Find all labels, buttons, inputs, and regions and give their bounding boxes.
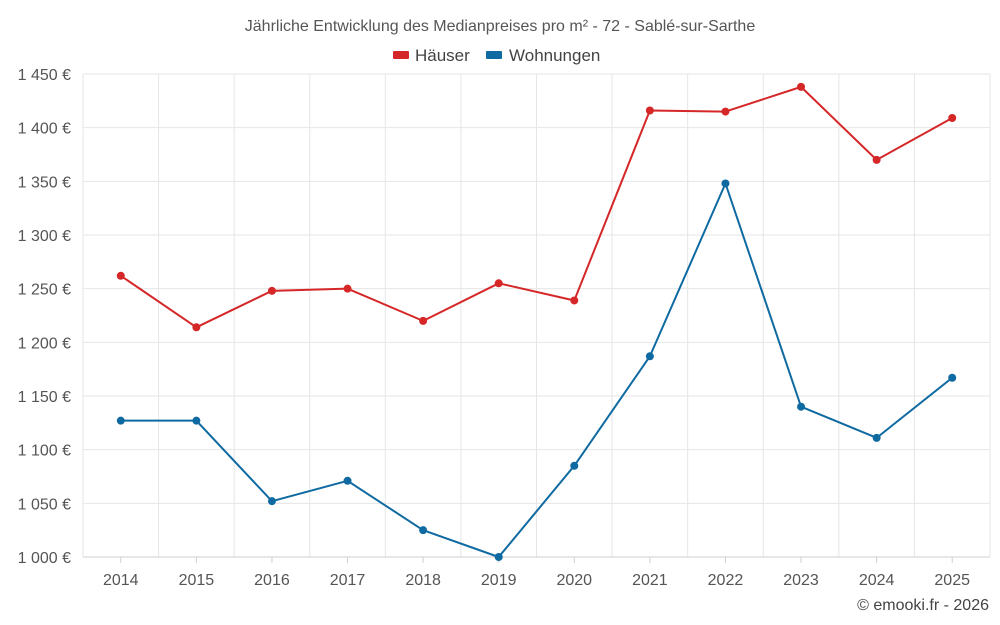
y-tick-label: 1 450 € (18, 67, 71, 84)
legend-label-haeuser: Häuser (415, 46, 470, 65)
x-tick-label: 2024 (859, 572, 895, 589)
data-point-haeuser[interactable] (797, 82, 806, 91)
data-point-wohnungen[interactable] (116, 416, 125, 425)
x-tick-label: 2025 (934, 572, 970, 589)
data-point-haeuser[interactable] (419, 316, 428, 325)
credit-text: © emooki.fr - 2026 (857, 597, 989, 614)
x-tick-label: 2020 (556, 572, 592, 589)
x-tick-label: 2017 (330, 572, 366, 589)
series-line-wohnungen (120, 182, 953, 558)
series-wohnungen (116, 179, 957, 561)
legend-item-wohnungen[interactable]: Wohnungen (486, 46, 600, 65)
chart-title: Jährliche Entwicklung des Medianpreises … (245, 18, 756, 35)
legend-swatch-haeuser (393, 51, 409, 59)
x-tick-label: 2018 (405, 572, 441, 589)
data-point-wohnungen[interactable] (494, 553, 503, 561)
x-tick-label: 2019 (481, 572, 517, 589)
y-axis: 1 000 € 1 050 € 1 100 € 1 150 € 1 200 € 1 250… (18, 67, 71, 567)
x-tick-label: 2022 (708, 572, 744, 589)
series-line-haeuser (120, 85, 953, 329)
legend: Häuser Wohnungen (393, 46, 600, 65)
data-point-wohnungen[interactable] (872, 433, 881, 442)
data-point-haeuser[interactable] (872, 155, 881, 164)
data-point-haeuser[interactable] (645, 106, 654, 115)
data-point-haeuser[interactable] (570, 296, 579, 305)
x-axis: 2014 2015 2016 2017 2018 2019 2020 2021 2022 2023… (83, 556, 990, 589)
x-tick-label: 2021 (632, 572, 668, 589)
data-point-wohnungen[interactable] (419, 526, 428, 535)
series (116, 82, 957, 561)
x-tick-label: 2016 (254, 572, 290, 589)
y-tick-label: 1 350 € (18, 174, 71, 191)
legend-label-wohnungen: Wohnungen (509, 46, 600, 65)
data-point-wohnungen[interactable] (645, 352, 654, 361)
x-tick-label: 2014 (103, 572, 139, 589)
x-tick-label: 2015 (179, 572, 215, 589)
y-tick-label: 1 200 € (18, 335, 71, 352)
y-tick-label: 1 400 € (18, 121, 71, 138)
data-point-wohnungen[interactable] (948, 373, 957, 382)
y-tick-label: 1 100 € (18, 443, 71, 460)
data-point-haeuser[interactable] (267, 286, 276, 295)
legend-swatch-wohnungen (486, 51, 502, 59)
x-tick-label: 2023 (783, 572, 819, 589)
y-tick-label: 1 300 € (18, 228, 71, 245)
y-tick-label: 1 250 € (18, 282, 71, 299)
y-tick-label: 1 000 € (18, 550, 71, 567)
data-point-haeuser[interactable] (343, 284, 352, 293)
data-point-haeuser[interactable] (948, 114, 957, 123)
data-point-wohnungen[interactable] (192, 416, 201, 425)
y-tick-label: 1 050 € (18, 496, 71, 513)
data-point-haeuser[interactable] (116, 271, 125, 280)
data-point-haeuser[interactable] (494, 279, 503, 288)
gridlines (82, 73, 991, 557)
data-point-wohnungen[interactable] (570, 461, 579, 470)
data-point-wohnungen[interactable] (721, 179, 730, 188)
data-point-wohnungen[interactable] (797, 402, 806, 411)
data-point-haeuser[interactable] (721, 107, 730, 116)
data-point-haeuser[interactable] (192, 323, 201, 332)
data-point-wohnungen[interactable] (343, 476, 352, 485)
series-haeuser (116, 82, 957, 332)
y-tick-label: 1 150 € (18, 389, 71, 406)
data-point-wohnungen[interactable] (267, 497, 276, 506)
legend-item-haeuser[interactable]: Häuser (393, 46, 470, 65)
